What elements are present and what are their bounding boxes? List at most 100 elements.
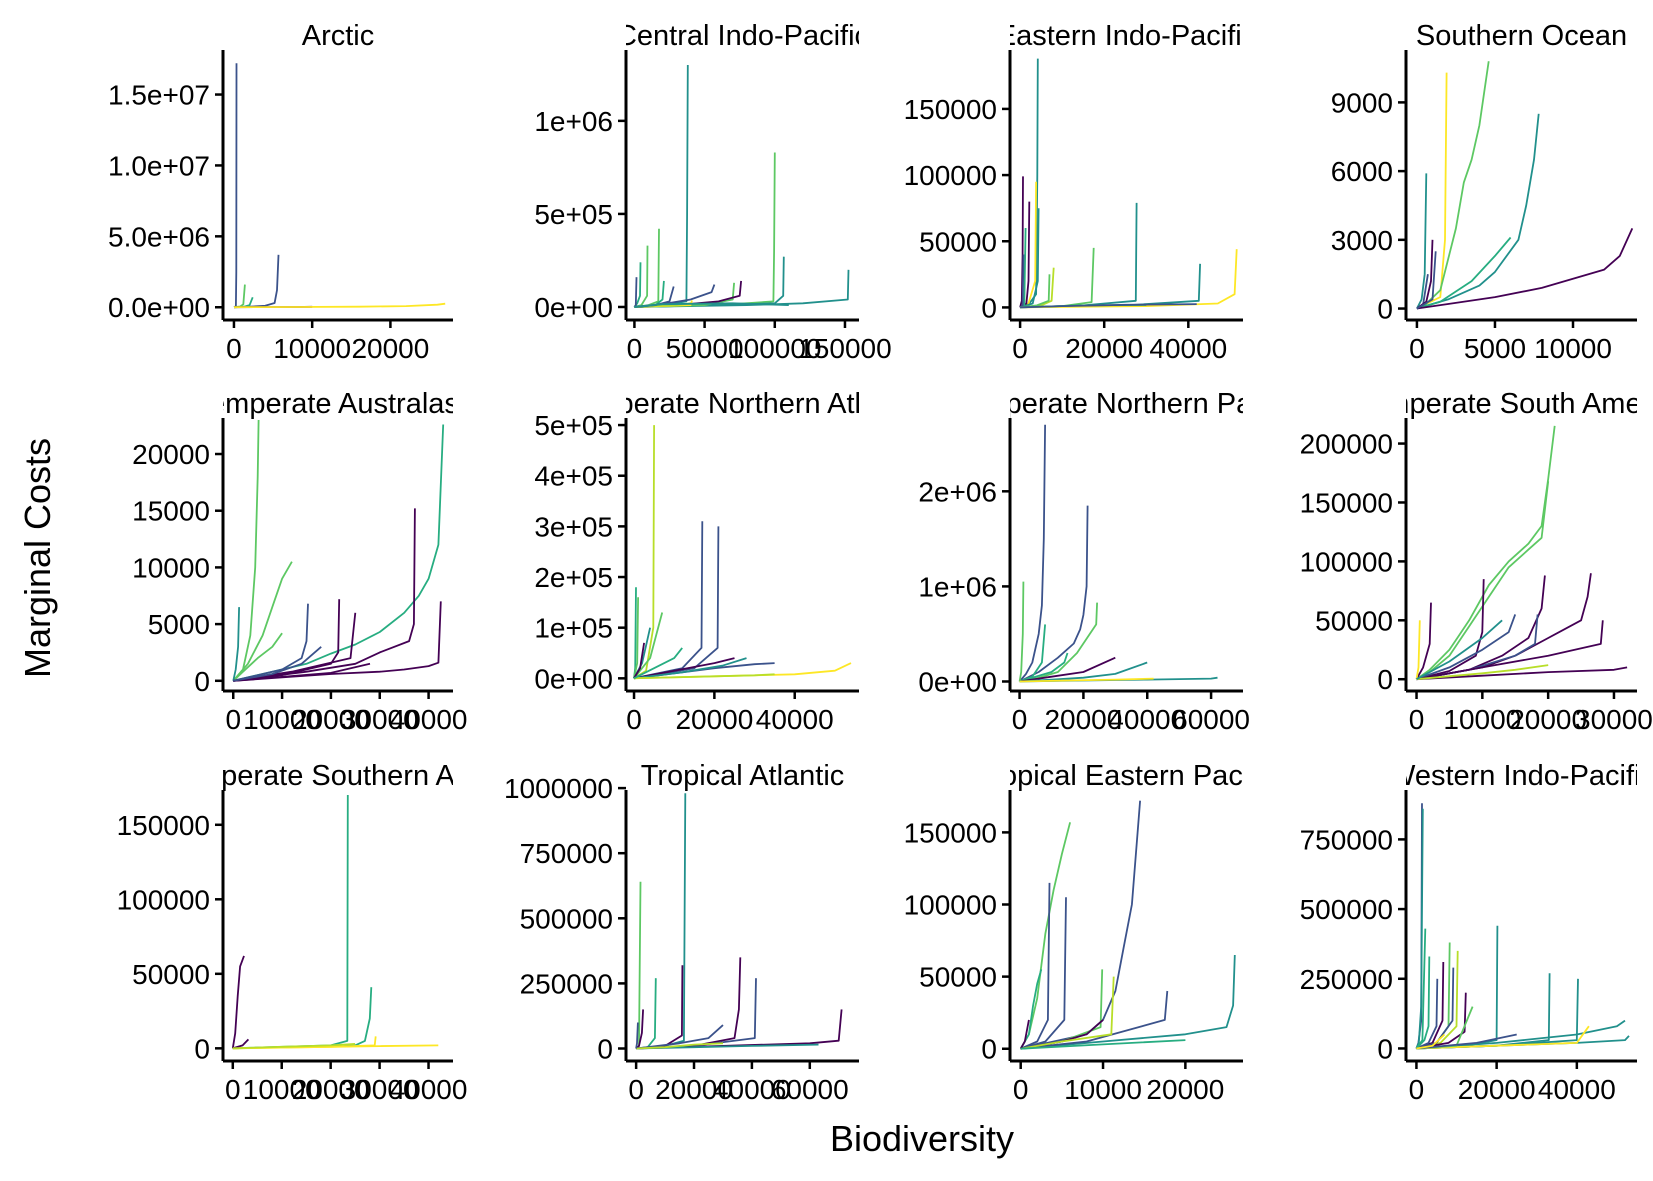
series-line — [232, 1043, 356, 1050]
y-tick-label: 100000 — [117, 884, 210, 915]
series-line — [1416, 614, 1517, 681]
x-tick-label: 0 — [628, 1074, 644, 1105]
series-group — [1415, 803, 1630, 1050]
panel-title: Temperate Northern Atlantic — [563, 388, 922, 420]
y-tick-label: 750000 — [520, 838, 613, 869]
series-line — [636, 1042, 724, 1050]
y-tick-label: 0 — [1377, 1033, 1393, 1064]
series-line — [1415, 956, 1431, 1050]
y-tick-label: 20000 — [132, 439, 210, 470]
x-tick-label: 0 — [1409, 333, 1425, 364]
series-line — [1415, 620, 1421, 680]
series-line — [1416, 967, 1455, 1050]
x-tick-label: 20000 — [1044, 704, 1122, 735]
panel: Temperate Northern Pacific 0e+00 1e+06 2e+0… — [918, 388, 1302, 735]
y-tick-label: 150000 — [1300, 487, 1393, 518]
y-tick-label: 0 — [1377, 664, 1393, 695]
y-tick-label: 5000 — [148, 609, 210, 640]
panel-title: Tropical Eastern Pacific — [975, 760, 1279, 792]
y-tick-label: 0 — [194, 666, 210, 697]
y-tick-label: 0 — [981, 1034, 997, 1065]
panel: Arctic 0.0e+00 5.0e+06 1.0e+07 1.5e+07 0 10000… — [108, 20, 453, 364]
series-line — [633, 657, 735, 680]
x-tick-label: 0 — [226, 333, 242, 364]
x-tick-label: 20000 — [1146, 1074, 1224, 1105]
series-line — [1416, 1033, 1517, 1050]
y-tick-label: 50000 — [132, 959, 210, 990]
y-tick-label: 500000 — [520, 903, 613, 934]
y-tick-label: 50000 — [1315, 605, 1393, 636]
x-tick-label: 40000 — [1149, 333, 1227, 364]
series-group — [633, 425, 852, 680]
series-group — [633, 64, 850, 308]
x-tick-label: 0 — [1012, 333, 1028, 364]
series-line — [231, 955, 245, 1049]
series-line — [1416, 664, 1549, 681]
y-tick-label: 1e+06 — [918, 571, 997, 602]
panel-title: Southern Ocean — [1416, 20, 1627, 52]
panel-title: Temperate Australasia — [195, 388, 483, 420]
y-tick-label: 1000000 — [504, 773, 613, 804]
x-axis-title: Biodiversity — [830, 1118, 1014, 1159]
panel: Western Indo-Pacific 0 250000 500000 750000 0… — [1300, 760, 1653, 1105]
series-line — [633, 673, 775, 680]
y-tick-label: 10000 — [132, 552, 210, 583]
series-line — [1416, 619, 1503, 680]
panel: Temperate Australasia 0 5000 10000 15000 2000… — [132, 388, 483, 735]
x-tick-label: 10000 — [243, 704, 321, 735]
series-line — [232, 632, 283, 682]
series-line — [233, 302, 446, 309]
series-group — [1415, 425, 1628, 681]
y-tick-label: 500000 — [1300, 894, 1393, 925]
series-line — [1416, 666, 1628, 681]
y-tick-label: 50000 — [919, 226, 997, 257]
y-tick-label: 750000 — [1300, 824, 1393, 855]
y-tick-label: 0e+00 — [534, 663, 613, 694]
series-line — [634, 269, 850, 308]
y-tick-label: 2e+05 — [534, 562, 613, 593]
series-line — [1019, 1019, 1030, 1050]
y-tick-label: 5e+05 — [534, 410, 613, 441]
series-line — [1020, 249, 1238, 309]
y-tick-label: 5.0e+06 — [108, 221, 210, 252]
y-tick-label: 15000 — [132, 496, 210, 527]
panel-title: Temperate Northern Pacific — [951, 388, 1302, 420]
series-line — [1020, 990, 1169, 1050]
y-tick-label: 0 — [981, 292, 997, 323]
x-tick-label: 10000 — [243, 1074, 321, 1105]
series-group — [635, 793, 843, 1050]
y-tick-label: 100000 — [904, 890, 997, 921]
y-tick-label: 1e+06 — [534, 106, 613, 137]
series-line — [232, 607, 240, 681]
series-line — [1020, 897, 1067, 1050]
series-line — [1415, 602, 1432, 680]
series-line — [1416, 228, 1634, 310]
series-line — [1019, 652, 1069, 683]
y-tick-label: 0e+00 — [534, 292, 613, 323]
series-line — [233, 603, 309, 682]
x-tick-label: 40000 — [1538, 1074, 1616, 1105]
x-tick-label: 10000 — [273, 333, 351, 364]
panel: Tropical Eastern Pacific0500001000001500… — [904, 760, 1279, 1105]
panel-title: Western Indo-Pacific — [1388, 760, 1653, 792]
x-tick-label: 30000 — [1575, 704, 1653, 735]
x-tick-label: 20000 — [1509, 704, 1587, 735]
x-tick-label: 20000 — [1458, 1074, 1536, 1105]
panel: Tropical Atlantic 0 250000 500000 750000 1000… — [504, 760, 859, 1105]
series-line — [1019, 656, 1116, 683]
x-tick-label: 0 — [627, 333, 643, 364]
y-tick-label: 0 — [1377, 294, 1393, 325]
panel-title: Arctic — [302, 20, 375, 52]
y-tick-label: 6000 — [1331, 156, 1393, 187]
panel: Southern Ocean 0 3000 6000 9000 0 5000 10000 — [1331, 20, 1637, 364]
x-tick-label: 100000 — [728, 333, 821, 364]
series-group — [1018, 424, 1218, 683]
y-axis-title: Marginal Costs — [17, 438, 58, 678]
series-line — [635, 1024, 724, 1050]
series-line — [1416, 579, 1485, 681]
x-tick-label: 50000 — [666, 333, 744, 364]
series-line — [1416, 481, 1550, 680]
series-line — [1416, 113, 1540, 310]
panel-title: Central Indo-Pacific — [616, 20, 869, 52]
